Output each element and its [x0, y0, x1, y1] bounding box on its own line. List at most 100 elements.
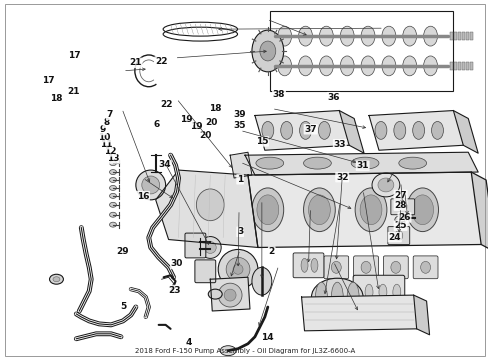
Ellipse shape — [351, 157, 379, 169]
Ellipse shape — [110, 170, 117, 175]
Ellipse shape — [256, 157, 284, 169]
Ellipse shape — [196, 189, 224, 221]
Ellipse shape — [303, 157, 331, 169]
FancyBboxPatch shape — [293, 253, 324, 278]
Text: 21: 21 — [68, 87, 80, 96]
Ellipse shape — [208, 289, 222, 299]
Ellipse shape — [361, 261, 371, 273]
Ellipse shape — [319, 56, 333, 76]
Bar — [470, 32, 473, 40]
Ellipse shape — [318, 121, 330, 139]
Ellipse shape — [382, 26, 396, 46]
Text: 14: 14 — [261, 333, 273, 342]
Ellipse shape — [413, 121, 425, 139]
Ellipse shape — [311, 258, 318, 272]
Bar — [450, 62, 453, 70]
Ellipse shape — [378, 178, 394, 192]
Ellipse shape — [424, 26, 438, 46]
Ellipse shape — [424, 56, 438, 76]
Ellipse shape — [340, 26, 354, 46]
Ellipse shape — [278, 56, 292, 76]
Ellipse shape — [262, 121, 274, 139]
Ellipse shape — [257, 195, 279, 225]
Polygon shape — [414, 295, 430, 335]
Text: 35: 35 — [233, 121, 245, 130]
Ellipse shape — [319, 26, 333, 46]
Polygon shape — [471, 172, 490, 252]
Ellipse shape — [355, 188, 387, 231]
Text: 4: 4 — [186, 338, 192, 347]
Ellipse shape — [309, 195, 330, 225]
Ellipse shape — [391, 261, 401, 273]
Ellipse shape — [53, 277, 60, 282]
Text: 5: 5 — [121, 302, 126, 311]
Text: 16: 16 — [137, 192, 149, 201]
Text: 11: 11 — [100, 140, 113, 149]
Ellipse shape — [361, 26, 375, 46]
Ellipse shape — [412, 195, 434, 225]
Text: 2018 Ford F-150 Pump Assembly - Oil Diagram for JL3Z-6600-A: 2018 Ford F-150 Pump Assembly - Oil Diag… — [135, 348, 355, 354]
Ellipse shape — [361, 56, 375, 76]
Text: 36: 36 — [327, 93, 340, 102]
Text: 19: 19 — [190, 122, 203, 131]
Bar — [458, 32, 461, 40]
Ellipse shape — [142, 176, 160, 194]
Bar — [270, 11, 453, 91]
Text: 24: 24 — [389, 233, 401, 242]
Ellipse shape — [403, 56, 416, 76]
FancyBboxPatch shape — [354, 256, 378, 279]
Ellipse shape — [49, 274, 63, 284]
Text: 28: 28 — [394, 201, 407, 210]
Text: 20: 20 — [206, 118, 218, 127]
Ellipse shape — [204, 242, 216, 253]
Text: 29: 29 — [116, 247, 129, 256]
Ellipse shape — [399, 157, 427, 169]
Ellipse shape — [360, 195, 382, 225]
Ellipse shape — [110, 202, 117, 207]
Ellipse shape — [340, 56, 354, 76]
Ellipse shape — [136, 170, 166, 200]
Ellipse shape — [199, 237, 221, 258]
Ellipse shape — [312, 278, 363, 316]
Ellipse shape — [224, 289, 236, 301]
Bar — [466, 32, 469, 40]
Bar — [458, 62, 461, 70]
Text: 22: 22 — [155, 57, 168, 66]
Text: 31: 31 — [356, 161, 369, 170]
Polygon shape — [301, 295, 416, 331]
Ellipse shape — [278, 26, 292, 46]
FancyBboxPatch shape — [195, 260, 216, 283]
Polygon shape — [453, 111, 478, 153]
Text: 33: 33 — [334, 140, 346, 149]
Ellipse shape — [407, 188, 439, 231]
Ellipse shape — [220, 346, 236, 356]
Text: 18: 18 — [50, 94, 63, 103]
Bar — [462, 32, 466, 40]
FancyBboxPatch shape — [391, 199, 415, 215]
Ellipse shape — [110, 193, 117, 198]
Ellipse shape — [218, 283, 242, 307]
Text: 25: 25 — [394, 221, 407, 230]
Ellipse shape — [233, 264, 243, 274]
Text: 39: 39 — [234, 111, 246, 120]
Ellipse shape — [403, 26, 416, 46]
Text: 27: 27 — [394, 190, 407, 199]
Bar — [450, 32, 453, 40]
Text: 26: 26 — [398, 213, 411, 222]
Text: 7: 7 — [107, 111, 113, 120]
FancyBboxPatch shape — [324, 256, 349, 279]
Bar — [470, 62, 473, 70]
Ellipse shape — [375, 121, 387, 139]
Ellipse shape — [331, 261, 341, 273]
Text: 15: 15 — [256, 137, 268, 146]
Ellipse shape — [110, 212, 117, 217]
Ellipse shape — [281, 121, 293, 139]
Ellipse shape — [432, 121, 443, 139]
Text: 22: 22 — [160, 100, 172, 109]
Bar — [454, 62, 457, 70]
Ellipse shape — [110, 222, 117, 227]
Text: 30: 30 — [171, 260, 183, 269]
Bar — [454, 32, 457, 40]
Polygon shape — [255, 111, 349, 150]
Ellipse shape — [331, 282, 343, 312]
